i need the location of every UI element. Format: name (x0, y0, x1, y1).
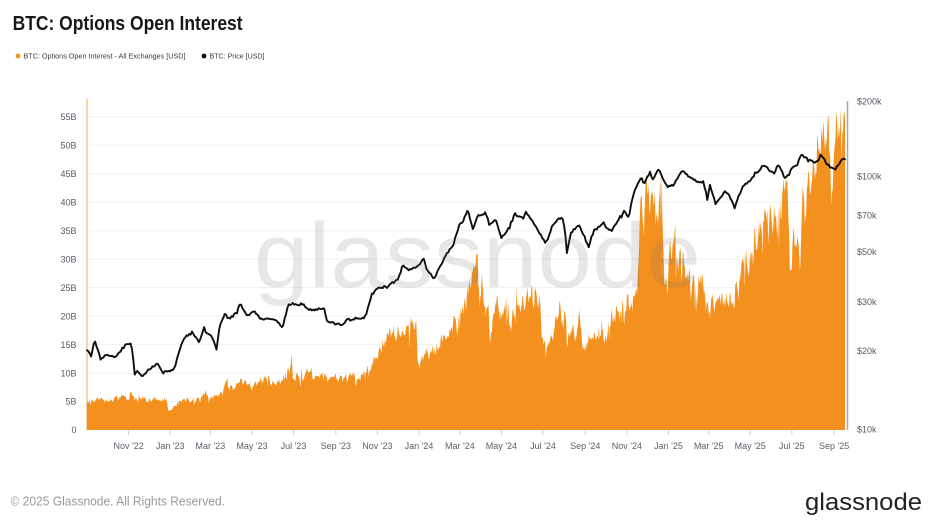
svg-text:© 2025 Glassnode. All Rights R: © 2025 Glassnode. All Rights Reserved. (11, 494, 226, 509)
svg-text:Nov '23: Nov '23 (362, 441, 392, 451)
svg-text:$70k: $70k (857, 210, 877, 220)
svg-text:5B: 5B (65, 397, 76, 407)
svg-text:glassnode: glassnode (254, 205, 701, 307)
svg-text:40B: 40B (60, 197, 76, 207)
svg-text:Mar '24: Mar '24 (445, 441, 475, 451)
svg-text:$10k: $10k (857, 424, 877, 434)
svg-text:$30k: $30k (857, 297, 877, 307)
svg-text:50B: 50B (60, 141, 76, 151)
svg-text:glassnode: glassnode (805, 489, 922, 516)
svg-text:Jan '23: Jan '23 (156, 441, 185, 451)
svg-text:$20k: $20k (857, 346, 877, 356)
svg-text:$200k: $200k (857, 97, 882, 107)
svg-text:20B: 20B (60, 311, 76, 321)
svg-text:Sep '23: Sep '23 (321, 441, 351, 451)
svg-text:45B: 45B (60, 169, 76, 179)
svg-text:Jul '23: Jul '23 (281, 441, 307, 451)
svg-text:10B: 10B (60, 368, 76, 378)
svg-text:BTC: Options Open Interest: BTC: Options Open Interest (13, 13, 243, 35)
svg-text:BTC: Price [USD]: BTC: Price [USD] (210, 52, 265, 61)
svg-text:Mar '25: Mar '25 (694, 441, 724, 451)
svg-text:Nov '22: Nov '22 (113, 441, 143, 451)
svg-text:May '25: May '25 (735, 441, 766, 451)
svg-text:Mar '23: Mar '23 (196, 441, 226, 451)
svg-text:0: 0 (71, 425, 76, 435)
svg-text:Jan '25: Jan '25 (654, 441, 683, 451)
svg-text:May '24: May '24 (486, 441, 517, 451)
svg-text:30B: 30B (60, 254, 76, 264)
svg-text:BTC: Options Open Interest - A: BTC: Options Open Interest - All Exchang… (24, 52, 186, 61)
svg-text:35B: 35B (60, 226, 76, 236)
svg-text:Sep '25: Sep '25 (819, 441, 849, 451)
svg-text:May '23: May '23 (236, 441, 267, 451)
svg-text:Jul '24: Jul '24 (530, 441, 556, 451)
svg-text:15B: 15B (60, 340, 76, 350)
svg-text:Jan '24: Jan '24 (405, 441, 434, 451)
svg-text:Sep '24: Sep '24 (570, 441, 600, 451)
svg-text:Jul '25: Jul '25 (779, 441, 805, 451)
svg-text:$100k: $100k (857, 172, 882, 182)
svg-text:Nov '24: Nov '24 (612, 441, 642, 451)
svg-text:55B: 55B (60, 112, 76, 122)
svg-text:$50k: $50k (857, 247, 877, 257)
svg-text:25B: 25B (60, 283, 76, 293)
